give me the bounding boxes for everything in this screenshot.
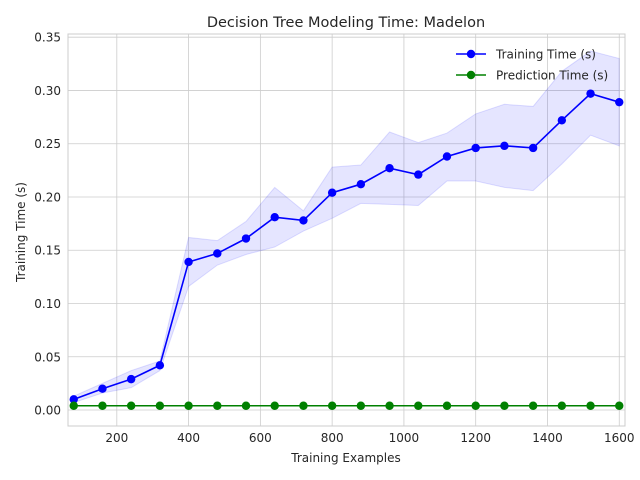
data-point: [184, 257, 193, 267]
data-point: [615, 97, 624, 107]
data-point: [557, 401, 567, 410]
data-point: [471, 143, 480, 153]
data-point: [586, 401, 595, 410]
chart-title: Decision Tree Modeling Time: Madelon: [207, 15, 485, 31]
data-point: [126, 374, 136, 384]
data-point: [500, 401, 509, 410]
legend-marker: [466, 70, 476, 80]
y-tick-label: 0.05: [34, 350, 61, 364]
legend-label: Prediction Time (s): [496, 69, 608, 83]
legend-marker: [466, 49, 476, 59]
data-point: [586, 89, 595, 98]
series-lines: [73, 92, 620, 407]
data-point: [500, 141, 509, 151]
x-tick-label: 1600: [604, 431, 635, 445]
data-point: [356, 401, 366, 410]
data-point: [155, 401, 165, 410]
data-point: [356, 179, 366, 189]
data-point: [442, 152, 452, 161]
data-point: [98, 401, 107, 410]
series-band: [73, 50, 620, 404]
data-point: [213, 249, 222, 258]
data-point: [69, 401, 78, 410]
data-point: [615, 401, 624, 410]
x-tick-labels: 200 400 600 800 1000 1200 1400 1600: [105, 431, 634, 445]
legend: Training Time (s) Prediction Time (s): [456, 48, 608, 83]
series-points: [69, 89, 624, 410]
data-point: [414, 170, 423, 179]
x-tick-label: 400: [177, 431, 200, 445]
x-tick-label: 1200: [460, 431, 491, 445]
data-point: [299, 401, 308, 410]
data-point: [241, 401, 251, 410]
data-point: [471, 401, 480, 410]
data-point: [442, 401, 452, 410]
y-tick-label: 0.35: [34, 31, 61, 45]
data-point: [98, 384, 107, 393]
data-point: [69, 395, 78, 404]
data-point: [385, 401, 394, 410]
x-axis-label: Training Examples: [290, 451, 400, 465]
y-tick-label: 0.00: [34, 404, 61, 418]
data-point: [557, 116, 567, 125]
y-tick-labels: 0.00 0.05 0.10 0.15 0.20 0.25 0.30 0.35: [34, 31, 61, 418]
data-point: [184, 401, 193, 410]
data-point: [528, 401, 538, 410]
data-point: [299, 216, 308, 225]
y-tick-label: 0.30: [34, 84, 61, 98]
legend-label: Training Time (s): [495, 48, 596, 62]
y-axis-label: Training Time (s): [14, 182, 28, 283]
data-point: [414, 401, 423, 410]
data-point: [241, 234, 251, 243]
x-tick-label: 1400: [532, 431, 563, 445]
x-tick-label: 1000: [389, 431, 420, 445]
data-point: [213, 401, 222, 410]
data-point: [385, 164, 394, 173]
data-point: [126, 401, 136, 410]
confidence-bands: [73, 50, 620, 404]
x-tick-label: 200: [105, 431, 128, 445]
data-point: [528, 143, 538, 153]
data-point: [327, 188, 337, 197]
data-point: [155, 361, 165, 370]
data-point: [270, 213, 279, 222]
series-line: [73, 92, 620, 401]
y-tick-label: 0.20: [34, 190, 61, 204]
data-point: [327, 401, 337, 410]
data-point: [270, 401, 279, 410]
y-tick-label: 0.15: [34, 244, 61, 258]
x-tick-label: 600: [249, 431, 272, 445]
plot-frame: [67, 33, 626, 427]
y-tick-label: 0.25: [34, 137, 61, 151]
x-tick-label: 800: [321, 431, 344, 445]
y-tick-label: 0.10: [34, 297, 61, 311]
